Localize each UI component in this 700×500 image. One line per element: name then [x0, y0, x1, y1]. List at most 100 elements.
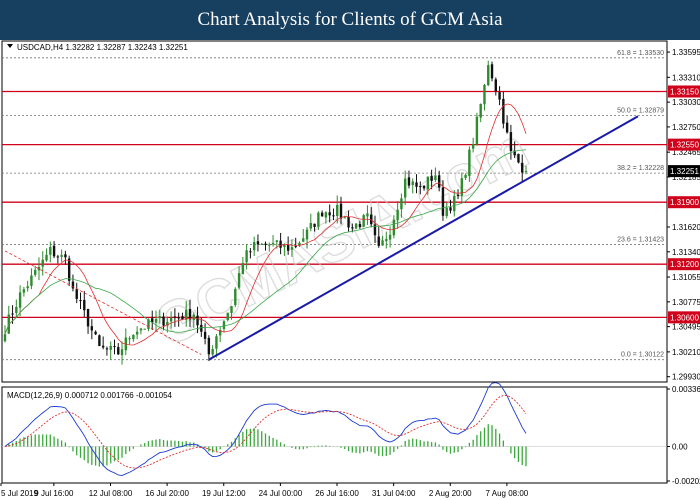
candle-body: [162, 316, 165, 326]
candle-body: [185, 309, 188, 320]
candle-body: [336, 204, 339, 216]
candle-body: [154, 318, 158, 323]
candle-body: [237, 273, 241, 288]
candle-body: [377, 236, 380, 246]
candle-body: [3, 334, 7, 342]
candle-body: [279, 240, 282, 248]
candle-body: [471, 144, 475, 149]
candle-body: [241, 263, 245, 275]
candle-body: [245, 250, 248, 263]
candle-body: [517, 153, 520, 163]
time-tick-label: 24 Jul 00:00: [259, 489, 303, 498]
price-tick-label: 1.31340: [672, 248, 700, 257]
level-label: 1.30600: [670, 313, 699, 322]
candle-body: [445, 207, 448, 217]
candle-body: [128, 338, 131, 340]
candle-body: [483, 84, 486, 105]
candle-body: [64, 254, 67, 258]
candle-body: [441, 187, 445, 216]
trendline: [208, 115, 639, 361]
candle-body: [524, 171, 528, 173]
candle-body: [71, 281, 75, 289]
candle-body: [83, 299, 86, 311]
candle-body: [392, 219, 396, 236]
candle-body: [90, 326, 94, 331]
candle-body: [260, 243, 263, 245]
time-tick-label: 9 Jul 16:00: [34, 489, 74, 498]
candle-body: [109, 345, 112, 350]
candle-body: [169, 317, 173, 322]
candle-body: [396, 209, 399, 221]
candle-body: [460, 178, 464, 196]
price-tick-label: 1.30775: [672, 298, 700, 307]
fib-label: 0.0 = 1.30122: [621, 352, 664, 359]
level-tag: [668, 311, 700, 324]
time-tick-label: 2 Aug 20:00: [429, 489, 472, 498]
candle-body: [521, 162, 524, 173]
price-tick-label: 1.32750: [672, 123, 700, 132]
candle-body: [181, 316, 184, 320]
level-tag: [668, 258, 700, 271]
candle-body: [388, 234, 392, 240]
candle-body: [487, 65, 490, 86]
candle-body: [283, 244, 286, 247]
banner-title: Chart Analysis for Clients of GCM Asia: [0, 0, 700, 40]
candle-body: [151, 318, 154, 323]
time-tick-label: 19 Jul 12:00: [202, 489, 246, 498]
candle-body: [11, 313, 14, 315]
price-tick-label: 1.32185: [672, 173, 700, 182]
level-label: 1.32550: [670, 141, 699, 150]
candle-body: [215, 336, 218, 349]
candle-body: [505, 122, 509, 133]
candle-body: [94, 331, 97, 335]
candle-body: [313, 223, 316, 227]
candle-body: [34, 269, 37, 275]
candle-body: [464, 174, 467, 178]
candle-body: [56, 256, 60, 258]
candle-body: [120, 349, 124, 356]
candle-body: [49, 246, 52, 255]
candle-body: [366, 213, 369, 217]
candle-body: [132, 334, 135, 340]
candle-body: [509, 132, 513, 151]
price-tick-label: 1.31055: [672, 273, 700, 282]
candle-body: [298, 242, 301, 246]
candle-body: [15, 306, 18, 313]
candle-body: [139, 328, 143, 331]
candle-body: [207, 337, 211, 355]
candle-body: [419, 185, 422, 187]
candle-body: [211, 348, 214, 355]
candle-body: [415, 182, 418, 187]
level-tag: [668, 138, 700, 151]
candle-body: [60, 254, 63, 257]
signal-line: [4, 395, 527, 469]
candle-body: [177, 317, 180, 319]
candle-body: [200, 324, 203, 332]
candle-body: [268, 244, 271, 246]
price-tick-label: 1.31620: [672, 223, 700, 232]
candle-body: [98, 335, 101, 347]
time-tick-label: 12 Jul 08:00: [89, 489, 133, 498]
candle-body: [37, 266, 41, 271]
candle-body: [113, 346, 116, 348]
price-tick-label: 1.29930: [672, 373, 700, 382]
price-tick-label: 1.33595: [672, 48, 700, 57]
candle-body: [67, 258, 71, 281]
candle-body: [317, 212, 320, 227]
ma-fast-line: [4, 103, 527, 346]
candle-body: [343, 217, 346, 219]
symbol-arrow-icon: [7, 44, 13, 48]
candle-body: [437, 175, 441, 188]
candle-body: [22, 289, 26, 293]
level-label: 1.31900: [670, 198, 699, 207]
candle-body: [264, 243, 267, 245]
candle-body: [75, 289, 78, 299]
candle-body: [192, 314, 195, 321]
candle-body: [105, 348, 109, 350]
candle-body: [18, 292, 22, 308]
macd-line: [4, 382, 527, 476]
fib-label: 23.6 = 1.31423: [617, 236, 664, 243]
candle-body: [173, 316, 177, 318]
candle-body: [332, 215, 335, 217]
price-tick-label: 1.33310: [672, 73, 700, 82]
